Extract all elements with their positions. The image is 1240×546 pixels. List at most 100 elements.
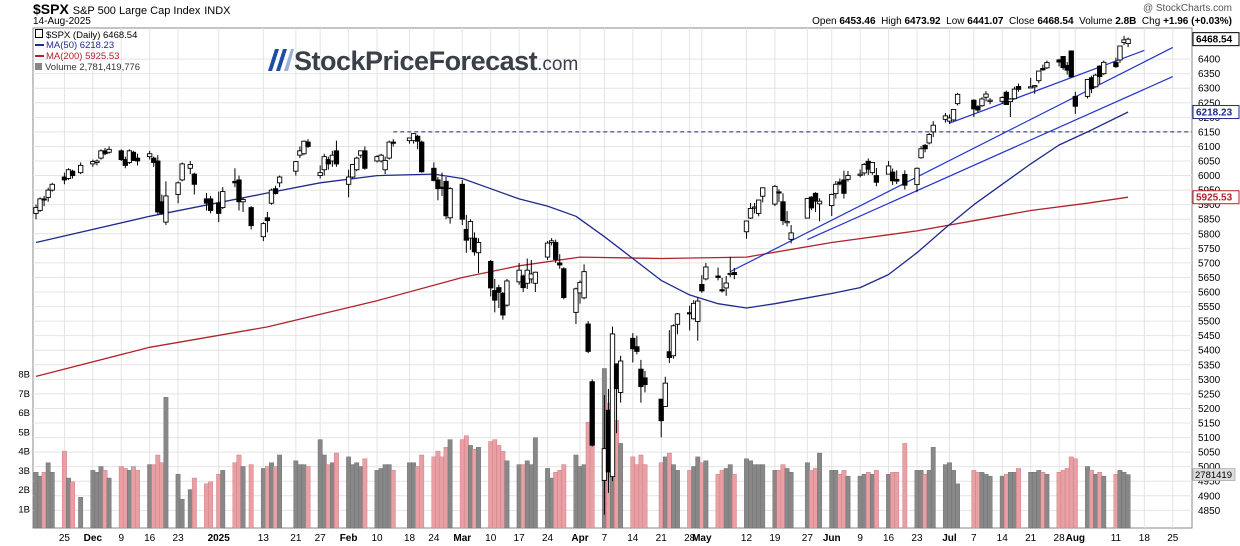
candlestick xyxy=(264,211,271,233)
volume-bar xyxy=(1068,456,1074,529)
candle-body xyxy=(390,141,396,144)
volume-bar xyxy=(220,470,226,529)
volume-bar xyxy=(520,464,526,529)
candlestick xyxy=(743,220,750,239)
candle-body xyxy=(788,232,794,240)
change-label: Chg xyxy=(1141,16,1161,27)
volume-bar xyxy=(975,472,981,529)
volume-bar xyxy=(1089,470,1094,529)
candlestick xyxy=(573,287,579,325)
candlestick xyxy=(808,196,815,211)
candle-body xyxy=(902,173,908,186)
candlestick xyxy=(1032,85,1038,94)
candle-body xyxy=(49,183,55,191)
volume-bar xyxy=(1056,472,1062,529)
candlestick xyxy=(776,189,782,203)
price-tick-label: 6100 xyxy=(1198,142,1221,153)
candlestick xyxy=(914,167,920,193)
volume-bar xyxy=(545,468,550,529)
candlestick xyxy=(49,182,55,192)
candlestick xyxy=(447,187,453,224)
volume-bar xyxy=(731,473,737,529)
price-value-tag-label: 5925.53 xyxy=(1196,193,1233,204)
volume-bar xyxy=(317,439,323,529)
candle-body xyxy=(589,381,595,446)
candlestick xyxy=(179,162,185,182)
volume-bar xyxy=(1064,468,1070,529)
volume-tick-label: 5B xyxy=(18,427,30,438)
volume-bar xyxy=(41,472,47,529)
candle-body xyxy=(699,283,705,292)
volume-bar xyxy=(715,473,721,529)
candle-body xyxy=(325,159,331,165)
volume-bar xyxy=(573,454,579,529)
candle-body xyxy=(1060,56,1066,69)
candlestick xyxy=(260,222,267,242)
date-tick-label: 23 xyxy=(911,533,923,544)
volume-bar xyxy=(90,470,96,529)
candlestick xyxy=(1015,83,1022,92)
candlestick xyxy=(151,156,157,167)
candle-body xyxy=(106,148,112,153)
candle-body xyxy=(1003,91,1009,105)
candle-body xyxy=(885,165,892,175)
candle-body xyxy=(841,179,847,194)
volume-bar xyxy=(804,462,810,529)
volume-bar xyxy=(861,473,867,529)
candlestick xyxy=(1068,50,1074,78)
candlestick xyxy=(544,241,551,260)
volume-bar xyxy=(500,450,506,529)
price-tick-label: 4850 xyxy=(1198,506,1221,517)
volume-bar xyxy=(772,470,778,529)
candle-body xyxy=(772,185,778,205)
candle-body xyxy=(979,98,985,107)
volume-bar xyxy=(618,443,624,529)
candlestick xyxy=(106,146,112,154)
candle-body xyxy=(386,141,392,159)
volume-bar xyxy=(269,462,274,529)
candle-body xyxy=(987,99,993,102)
candlestick xyxy=(1036,70,1042,84)
volume-bar xyxy=(45,462,51,529)
candle-body xyxy=(260,223,267,238)
volume-bar xyxy=(131,466,136,529)
volume-bar xyxy=(248,464,254,529)
volume-bar xyxy=(926,470,932,529)
candlestick xyxy=(45,187,51,202)
candlestick xyxy=(488,259,494,297)
price-value-tag-label: 6218.23 xyxy=(1196,108,1233,119)
open-label: Open xyxy=(812,16,837,27)
candlestick xyxy=(617,355,624,403)
volume-bar xyxy=(1097,472,1103,529)
candlestick xyxy=(147,150,153,160)
candle-body xyxy=(983,93,989,98)
candlestick xyxy=(987,98,993,105)
volume-bar xyxy=(1125,474,1131,529)
volume-bar xyxy=(703,460,709,529)
candlestick xyxy=(833,181,839,199)
volume-bar xyxy=(297,464,303,529)
candlestick xyxy=(780,193,786,226)
candle-body xyxy=(914,167,920,186)
candle-body xyxy=(345,176,352,185)
volume-bar xyxy=(918,470,924,529)
candle-body xyxy=(37,198,43,211)
candle-icon xyxy=(35,29,43,38)
candlestick xyxy=(788,225,794,244)
volume-tick-label: 4B xyxy=(18,447,30,458)
volume-bar xyxy=(390,470,396,529)
candle-body xyxy=(1113,61,1119,68)
price-tick-label: 6400 xyxy=(1198,55,1221,66)
candlestick xyxy=(918,146,924,159)
candlestick xyxy=(272,185,279,195)
candle-body xyxy=(317,172,323,177)
candlestick xyxy=(1125,37,1131,48)
volume-bar xyxy=(135,470,140,529)
volume-bar xyxy=(305,466,311,529)
candlestick xyxy=(459,179,465,226)
candlestick xyxy=(975,105,981,113)
candle-body xyxy=(175,182,181,195)
candle-body xyxy=(731,272,737,275)
candle-body xyxy=(496,287,502,293)
trendline xyxy=(949,49,1145,124)
